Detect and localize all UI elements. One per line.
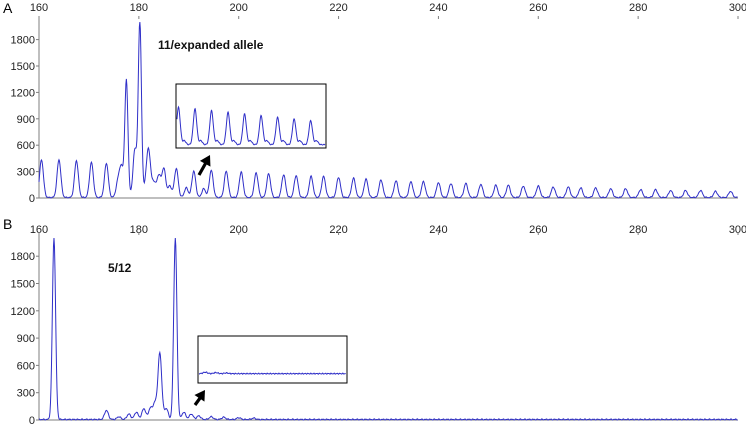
x-tick-label: 160 [30,2,48,14]
panel-b-x-ticks: 160 180 200 220 240 260 280 300 [30,224,746,236]
panel-a-trace [38,21,738,199]
panel-a-arrow [197,155,211,176]
panel-b-trace [38,237,738,421]
x-tick-label: 180 [130,224,148,236]
x-tick-label: 280 [629,2,647,14]
x-tick-label: 180 [130,2,148,14]
panel-b-inset [197,335,348,384]
panel-a-inset-frame [175,83,327,149]
y-tick-label: 600 [17,360,35,372]
x-tick-label: 240 [429,224,447,236]
y-tick-label: 1500 [11,61,35,73]
panel-a-axes [38,16,738,199]
x-tick-label: 260 [529,224,547,236]
panel-b-arrow-head [194,390,205,402]
panel-b-inset-trace [198,371,346,375]
panel-a-y-ticks: 0 300 600 900 1200 1500 1800 [11,35,39,205]
y-tick-label: 1800 [11,35,35,47]
x-tick-label: 240 [429,2,447,14]
panel-b-genotype-annotation: 5/12 [108,261,132,275]
x-tick-label: 300 [729,2,746,14]
panel-b-letter: B [3,216,12,232]
y-tick-label: 900 [17,114,35,126]
panel-a-inset-trace [176,105,326,146]
x-tick-label: 300 [729,224,746,236]
x-tick-label: 200 [230,224,248,236]
panel-a-x-ticks: 160 180 200 220 240 260 280 300 [30,2,746,19]
x-tick-label: 260 [529,2,547,14]
panel-b-inset-frame [197,335,348,384]
panel-a-arrow-head [199,155,211,167]
panel-a-inset [175,83,327,149]
y-tick-label: 1200 [11,306,35,318]
panel-b-axes [38,232,738,421]
y-tick-label: 1200 [11,87,35,99]
x-tick-label: 160 [30,224,48,236]
y-tick-label: 900 [17,333,35,345]
y-tick-label: 300 [17,167,35,179]
x-tick-label: 220 [329,2,347,14]
y-tick-label: 1500 [11,279,35,291]
y-tick-label: 600 [17,140,35,152]
panel-a: A 160 180 200 220 240 260 280 300 0 300 600 900 120… [3,0,746,205]
x-tick-label: 200 [230,2,248,14]
panel-b: B 160 180 200 220 240 260 280 300 0 300 600 900 120… [3,216,746,425]
panel-b-y-ticks: 0 300 600 900 1200 1500 1800 [11,251,39,425]
y-tick-label: 300 [17,388,35,400]
panel-a-letter: A [3,0,13,16]
panel-a-genotype-annotation: 11/expanded allele [158,38,264,52]
y-tick-label: 1800 [11,251,35,263]
y-tick-label: 0 [29,193,35,205]
x-tick-label: 280 [629,224,647,236]
panel-b-arrow [193,390,205,406]
x-tick-label: 220 [329,224,347,236]
y-tick-label: 0 [29,415,35,425]
